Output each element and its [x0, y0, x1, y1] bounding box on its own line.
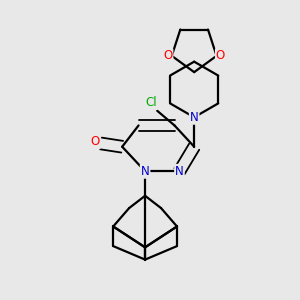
Text: Cl: Cl [145, 96, 157, 109]
Text: N: N [175, 165, 184, 178]
Text: N: N [190, 111, 199, 124]
Text: O: O [216, 50, 225, 62]
Text: O: O [90, 135, 100, 148]
Text: N: N [141, 165, 149, 178]
Text: O: O [163, 50, 172, 62]
